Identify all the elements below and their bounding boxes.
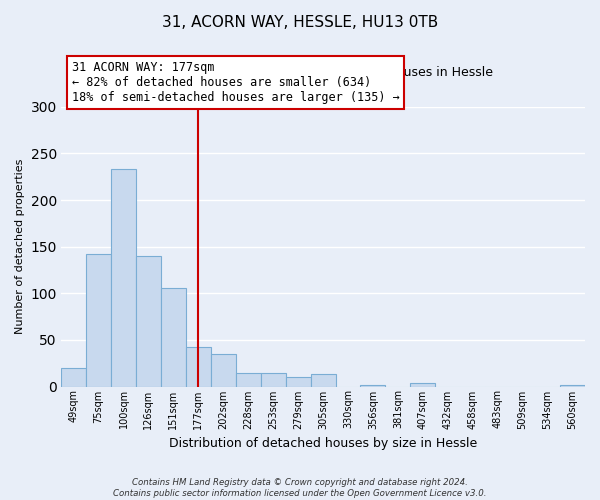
Bar [311, 374, 335, 386]
Y-axis label: Number of detached properties: Number of detached properties [15, 159, 25, 334]
Text: 31, ACORN WAY, HESSLE, HU13 0TB: 31, ACORN WAY, HESSLE, HU13 0TB [162, 15, 438, 30]
Bar [560, 384, 585, 386]
Bar [86, 254, 111, 386]
Bar [161, 288, 186, 386]
Bar [361, 384, 385, 386]
Bar [111, 170, 136, 386]
Bar [136, 256, 161, 386]
Bar [211, 354, 236, 386]
Bar [286, 377, 311, 386]
Bar [260, 372, 286, 386]
Bar [186, 348, 211, 387]
X-axis label: Distribution of detached houses by size in Hessle: Distribution of detached houses by size … [169, 437, 477, 450]
Bar [236, 372, 260, 386]
Bar [410, 383, 436, 386]
Bar [61, 368, 86, 386]
Title: Size of property relative to detached houses in Hessle: Size of property relative to detached ho… [154, 66, 493, 80]
Text: 31 ACORN WAY: 177sqm
← 82% of detached houses are smaller (634)
18% of semi-deta: 31 ACORN WAY: 177sqm ← 82% of detached h… [71, 61, 400, 104]
Text: Contains HM Land Registry data © Crown copyright and database right 2024.
Contai: Contains HM Land Registry data © Crown c… [113, 478, 487, 498]
